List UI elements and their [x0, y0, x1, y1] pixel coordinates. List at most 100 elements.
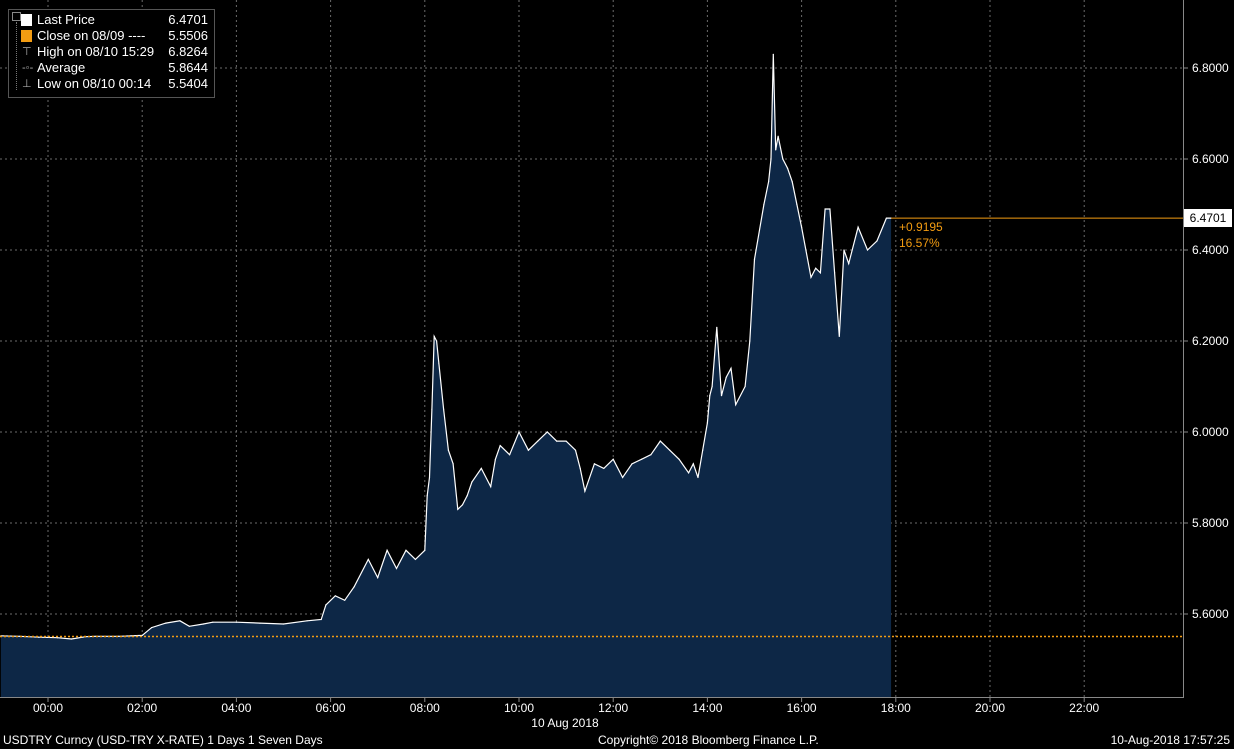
data-point: [815, 267, 817, 269]
data-point: [426, 495, 428, 497]
x-tick-label: 18:00: [881, 701, 911, 715]
data-point: [428, 476, 431, 479]
chart-legend: Last Price 6.4701 Close on 08/09 ---- 5.…: [8, 9, 215, 98]
white-square-icon: [21, 14, 32, 26]
data-point: [749, 340, 751, 342]
data-point: [711, 385, 713, 388]
data-point: [593, 463, 596, 465]
orange-square-icon: [21, 30, 32, 42]
legend-item-low[interactable]: ⊥ Low on 08/10 00:14 5.5404: [9, 76, 214, 92]
data-point: [452, 463, 454, 465]
legend-label: High on 08/10 15:29: [37, 44, 155, 59]
legend-item-close[interactable]: Close on 08/09 ---- 5.5506: [9, 28, 214, 44]
data-point: [490, 486, 492, 488]
data-point: [763, 203, 765, 206]
data-point: [720, 395, 723, 397]
data-point: [565, 440, 567, 442]
data-point: [770, 158, 772, 160]
data-point: [395, 567, 398, 570]
data-point: [843, 249, 845, 251]
data-point: [386, 549, 388, 551]
data-point: [688, 472, 690, 474]
x-tick-label: 14:00: [692, 701, 722, 715]
data-point: [353, 586, 355, 588]
data-point: [753, 258, 756, 260]
x-tick-label: 22:00: [1069, 701, 1099, 715]
data-point: [438, 363, 440, 365]
copyright-notice: Copyright© 2018 Bloomberg Finance L.P.: [598, 733, 819, 747]
x-tick-label: 20:00: [975, 701, 1005, 715]
legend-label: Close on 08/09 ----: [37, 28, 146, 43]
timestamp: 10-Aug-2018 17:57:25: [1110, 733, 1230, 747]
data-point: [320, 618, 322, 621]
data-point: [282, 623, 285, 625]
data-point: [471, 481, 473, 483]
data-point: [443, 408, 445, 410]
data-point: [848, 263, 850, 265]
data-point: [414, 558, 416, 561]
legend-item-last-price[interactable]: Last Price 6.4701: [9, 12, 214, 28]
data-point: [801, 226, 803, 228]
data-point: [796, 203, 798, 206]
data-point: [650, 454, 652, 456]
data-point: [480, 467, 482, 469]
data-point: [786, 167, 789, 169]
data-point: [838, 335, 840, 337]
data-point: [325, 604, 327, 606]
data-point: [697, 476, 699, 479]
data-point: [603, 467, 605, 469]
data-point: [56, 637, 59, 639]
data-point: [259, 622, 261, 624]
data-point: [622, 476, 624, 479]
data-point: [885, 217, 888, 219]
data-point: [730, 367, 732, 369]
legend-label: Last Price: [37, 12, 95, 27]
data-point: [829, 208, 831, 210]
data-point: [709, 395, 711, 397]
data-point: [433, 335, 435, 337]
data-point: [431, 408, 433, 410]
data-point: [165, 622, 167, 624]
data-point: [725, 376, 727, 378]
x-tick-label: 02:00: [127, 701, 157, 715]
legend-item-high[interactable]: ⊤ High on 08/10 15:29 6.8264: [9, 44, 214, 60]
high-marker-icon: ⊤: [22, 46, 32, 58]
y-tick-label: 5.8000: [1192, 516, 1229, 530]
data-point: [584, 490, 586, 492]
security-description: USDTRY Curncy (USD-TRY X-RATE) 1 Days 1 …: [3, 733, 323, 747]
change-percent: 16.57%: [899, 236, 940, 250]
data-point: [179, 620, 181, 622]
legend-value: 6.4701: [168, 12, 208, 27]
x-tick-label: 00:00: [33, 701, 63, 715]
data-point: [202, 623, 204, 625]
data-point: [235, 621, 237, 623]
data-point: [94, 635, 96, 637]
legend-value: 5.8644: [168, 60, 208, 75]
legend-value: 5.5404: [168, 76, 208, 91]
x-axis-ticks: 00:00 02:00 04:00 06:00 08:00 10:00 12:00 14:00…: [33, 697, 1100, 715]
area-fill: [0, 54, 892, 698]
data-point: [377, 577, 379, 579]
change-absolute: +0.9195: [899, 220, 943, 234]
data-point: [706, 422, 709, 424]
data-point: [38, 636, 40, 638]
data-point: [631, 463, 633, 465]
y-tick-label: 6.6000: [1192, 152, 1229, 166]
low-marker-icon: ⊥: [22, 78, 32, 90]
series-line-last-price: [0, 54, 892, 640]
x-tick-label: 12:00: [598, 701, 628, 715]
data-point: [777, 135, 779, 137]
data-point: [735, 404, 737, 406]
data-point: [612, 458, 614, 460]
close-line: [0, 217, 1184, 638]
legend-item-average[interactable]: -◦- Average 5.8644: [9, 60, 214, 76]
data-point: [659, 440, 661, 442]
data-point: [424, 549, 426, 551]
data-point: [518, 431, 520, 433]
series-area: [0, 53, 892, 698]
data-point: [791, 181, 793, 183]
legend-collapse-toggle[interactable]: [12, 12, 21, 21]
data-point: [782, 158, 784, 160]
data-point: [640, 458, 643, 460]
